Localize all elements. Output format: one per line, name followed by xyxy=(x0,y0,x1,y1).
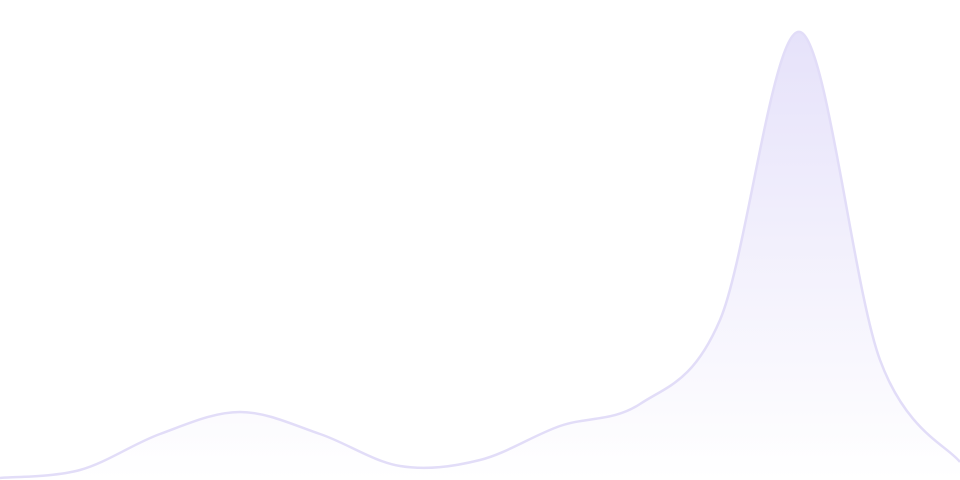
area-fill xyxy=(0,31,960,480)
series-line xyxy=(0,30,960,480)
